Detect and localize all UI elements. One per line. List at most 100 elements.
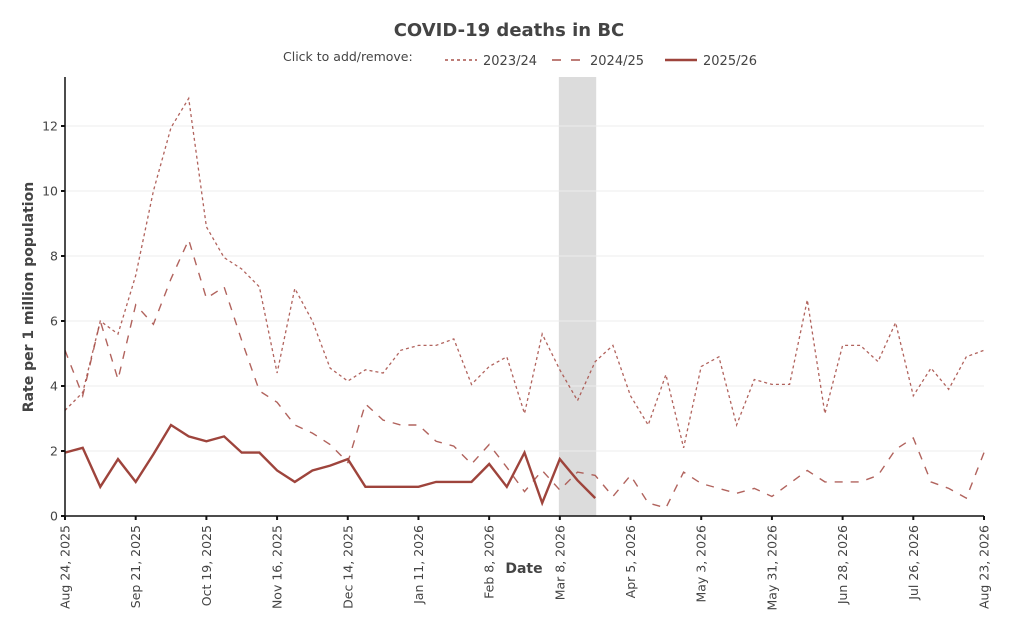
y-tick-label: 2 — [50, 444, 58, 459]
x-tick-label: Apr 5, 2026 — [623, 525, 638, 598]
data-point — [557, 367, 563, 373]
data-point — [504, 484, 510, 490]
data-point — [875, 359, 881, 365]
data-point — [97, 318, 103, 324]
data-point — [557, 456, 563, 462]
data-point — [893, 320, 899, 326]
data-point — [415, 342, 421, 348]
data-point — [769, 494, 775, 500]
data-point — [186, 237, 192, 243]
data-point — [309, 318, 315, 324]
y-axis-title: Rate per 1 million population — [21, 182, 37, 412]
data-point — [557, 487, 563, 493]
data-point — [256, 284, 262, 290]
y-tick-label: 0 — [50, 509, 58, 524]
x-tick-label: Oct 19, 2025 — [199, 525, 214, 606]
data-point — [822, 411, 828, 417]
data-point — [575, 398, 581, 404]
data-point — [398, 422, 404, 428]
data-point — [221, 433, 227, 439]
data-point — [380, 417, 386, 423]
data-point — [433, 438, 439, 444]
x-tick-label: May 3, 2026 — [694, 525, 709, 603]
x-ticks: Aug 24, 2025 Sep 21, 2025 Oct 19, 2025 Nov … — [58, 516, 992, 610]
data-point — [468, 479, 474, 485]
x-tick-label: Aug 24, 2025 — [58, 525, 73, 609]
data-point — [716, 354, 722, 360]
data-point — [963, 354, 969, 360]
data-point — [221, 284, 227, 290]
data-point — [787, 381, 793, 387]
data-point — [80, 393, 86, 399]
data-point — [486, 461, 492, 467]
data-point — [910, 393, 916, 399]
data-point — [504, 464, 510, 470]
data-point — [380, 370, 386, 376]
data-point — [150, 188, 156, 194]
legend-item-2025-26[interactable]: 2025/26 — [665, 54, 757, 69]
data-point — [592, 495, 598, 501]
data-point — [486, 364, 492, 370]
data-point — [327, 463, 333, 469]
data-point — [928, 479, 934, 485]
data-point — [415, 484, 421, 490]
y-tick-label: 10 — [42, 184, 58, 199]
data-point — [716, 485, 722, 491]
data-point — [239, 266, 245, 272]
data-point — [309, 468, 315, 474]
data-point — [80, 445, 86, 451]
data-point — [292, 422, 298, 428]
chart-title: COVID-19 deaths in BC — [394, 20, 625, 41]
data-point — [186, 95, 192, 101]
data-point — [928, 365, 934, 371]
data-point — [663, 505, 669, 511]
data-point — [610, 494, 616, 500]
data-point — [186, 433, 192, 439]
data-point — [433, 342, 439, 348]
data-point — [628, 393, 634, 399]
data-point — [734, 422, 740, 428]
data-point — [256, 388, 262, 394]
data-point — [433, 479, 439, 485]
x-tick-label: May 31, 2026 — [764, 525, 779, 611]
x-tick-label: Mar 8, 2026 — [552, 525, 567, 600]
data-point — [522, 411, 528, 417]
x-axis-title: Date — [505, 561, 542, 577]
data-point — [522, 450, 528, 456]
y-tick-label: 6 — [50, 314, 58, 329]
legend-item-2024-25[interactable]: 2024/25 — [552, 54, 644, 69]
data-point — [468, 461, 474, 467]
data-point — [734, 490, 740, 496]
data-point — [822, 479, 828, 485]
data-point — [910, 435, 916, 441]
data-point — [203, 295, 209, 301]
data-point — [592, 359, 598, 365]
y-tick-label: 12 — [42, 119, 58, 134]
data-point — [203, 438, 209, 444]
data-point — [946, 386, 952, 392]
data-point — [362, 367, 368, 373]
data-point — [751, 377, 757, 383]
data-point — [362, 484, 368, 490]
data-point — [133, 273, 139, 279]
data-point — [415, 422, 421, 428]
data-point — [857, 479, 863, 485]
data-point — [893, 446, 899, 452]
x-tick-label: Nov 16, 2025 — [270, 525, 285, 609]
legend-prefix: Click to add/remove: — [283, 49, 413, 64]
data-point — [345, 456, 351, 462]
data-point — [504, 354, 510, 360]
data-point — [292, 479, 298, 485]
data-point — [840, 479, 846, 485]
data-point — [804, 297, 810, 303]
data-point — [857, 342, 863, 348]
data-point — [628, 472, 634, 478]
legend: Click to add/remove: 2023/24 2024/25 2025/… — [283, 49, 757, 69]
data-point — [787, 481, 793, 487]
legend-item-2023-24[interactable]: 2023/24 — [445, 54, 537, 69]
data-point — [875, 472, 881, 478]
data-point — [575, 477, 581, 483]
data-point — [751, 485, 757, 491]
data-point — [274, 370, 280, 376]
